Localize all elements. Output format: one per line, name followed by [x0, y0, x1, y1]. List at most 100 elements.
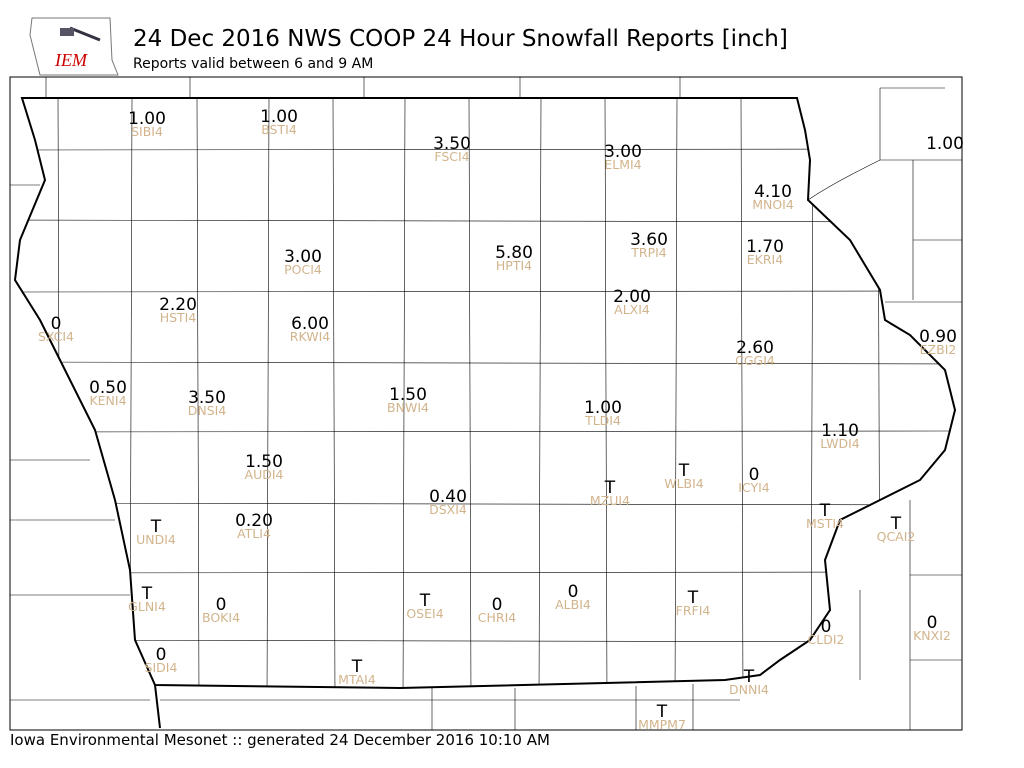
snowfall-value: 3.50 [188, 388, 226, 408]
station-id: EKRI4 [747, 252, 783, 267]
station-id: RKWI4 [290, 329, 330, 344]
snowfall-value: 3.50 [433, 134, 471, 154]
county-line [15, 502, 955, 506]
map-frame [9, 76, 963, 731]
county-line [15, 571, 955, 574]
station-id: QCAI2 [877, 529, 916, 544]
county-line [15, 290, 955, 293]
station-id: ALXI4 [614, 302, 650, 317]
snowfall-value: 0.20 [235, 511, 273, 531]
snowfall-value: 1.00 [260, 107, 298, 127]
station-id: ICYI4 [738, 480, 770, 495]
station-id: HPTI4 [496, 258, 532, 273]
snowfall-value: 1.00 [926, 134, 964, 154]
station-id: BOKI4 [202, 610, 240, 625]
county-line [468, 98, 472, 688]
station-id: KNXI2 [913, 628, 951, 643]
snowfall-value: 0 [492, 595, 503, 615]
state-border [13, 97, 957, 690]
station-id: SXCI4 [38, 329, 74, 344]
snowfall-value: T [351, 657, 363, 677]
snowfall-value: 2.60 [736, 338, 774, 358]
snowfall-value: 4.10 [754, 182, 792, 202]
station-id: BNWI4 [387, 400, 429, 415]
station-id: KENI4 [89, 393, 126, 408]
snowfall-value: T [150, 517, 162, 537]
snowfall-value: 0 [216, 595, 227, 615]
station-id: DNSI4 [188, 403, 227, 418]
station-id: CHRI4 [478, 610, 516, 625]
station-id: FRFI4 [676, 603, 711, 618]
station-id: MMPM7 [638, 717, 686, 732]
station-id: CGGI4 [735, 353, 775, 368]
snowfall-value: 1.70 [746, 237, 784, 257]
station-id: DSXI4 [429, 502, 467, 517]
county-line [15, 430, 955, 433]
snowfall-value: 1.00 [128, 109, 166, 129]
station-id: SIDI4 [145, 660, 178, 675]
snowfall-value: 0 [568, 582, 579, 602]
footer: Iowa Environmental Mesonet :: generated … [10, 731, 550, 749]
county-line [740, 98, 744, 688]
snowfall-value: 0 [927, 613, 938, 633]
snowfall-value: 2.20 [159, 295, 197, 315]
snowfall-value: 3.00 [604, 142, 642, 162]
snowfall-value: T [687, 588, 699, 608]
map-base [10, 77, 962, 730]
county-line [15, 148, 955, 151]
station-id: OSEI4 [406, 606, 443, 621]
station-id: MNOI4 [752, 197, 794, 212]
station-id: TLDI4 [584, 413, 621, 428]
county-line [538, 98, 542, 688]
map-title: 24 Dec 2016 NWS COOP 24 Hour Snowfall Re… [133, 26, 788, 52]
neighbor-borders [10, 77, 962, 730]
station-id: AUDI4 [245, 467, 284, 482]
logo-text: IEM [54, 50, 88, 70]
snowfall-value: 1.00 [584, 398, 622, 418]
river-border [154, 684, 161, 729]
county-line [266, 98, 270, 688]
station-id: UNDI4 [136, 532, 176, 547]
station-id: EZBI2 [920, 342, 957, 357]
station-reports: SIBI41.00BSTI41.00FSCI43.50ELMI43.00MNOI… [38, 107, 964, 732]
station-id: DNNI4 [729, 682, 769, 697]
snowfall-value: 5.80 [495, 243, 533, 263]
station-id: MSTI4 [806, 516, 844, 531]
station-id: BSTI4 [261, 122, 297, 137]
snowfall-value: T [890, 514, 902, 534]
snowfall-value: 6.00 [291, 314, 329, 334]
snowfall-value: T [419, 591, 431, 611]
station-id: POCI4 [284, 262, 322, 277]
snowfall-value: 3.00 [284, 247, 322, 267]
station-id: TRPI4 [630, 245, 667, 260]
snowfall-value: T [604, 478, 616, 498]
station-id: GLNI4 [128, 599, 166, 614]
map-subtitle: Reports valid between 6 and 9 AM [133, 56, 373, 72]
snowfall-value: 0.90 [919, 327, 957, 347]
station-id: MZUI4 [590, 493, 630, 508]
snowfall-value: 2.00 [613, 287, 651, 307]
logo: IEM [29, 17, 119, 76]
station-id: WLBI4 [664, 476, 704, 491]
snowfall-value: 1.50 [389, 385, 427, 405]
snowfall-value: 0.40 [429, 487, 467, 507]
county-lines [15, 98, 955, 688]
station-id: ATLI4 [237, 526, 271, 541]
county-line [196, 98, 200, 688]
snowfall-value: 0 [156, 645, 167, 665]
snowfall-value: 0 [821, 617, 832, 637]
snowfall-value: 0.50 [89, 378, 127, 398]
snowfall-value: T [743, 667, 755, 687]
snowfall-value: 1.10 [821, 421, 859, 441]
station-id: HSTI4 [160, 310, 197, 325]
county-line [402, 98, 406, 688]
snowfall-value: T [819, 501, 831, 521]
county-line [15, 639, 955, 643]
station-id: ELMI4 [604, 157, 641, 172]
station-id: CLDI2 [808, 632, 845, 647]
snowfall-value: 3.60 [630, 230, 668, 250]
station-id: FSCI4 [434, 149, 469, 164]
county-line [674, 98, 678, 688]
county-line [604, 98, 608, 688]
